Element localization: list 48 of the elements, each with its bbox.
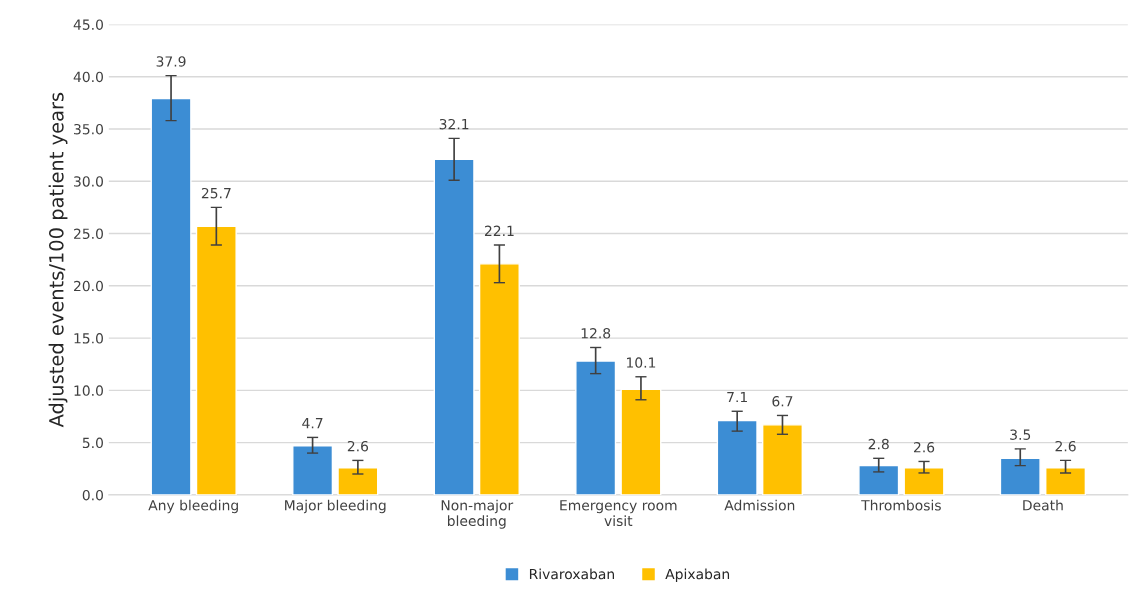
data-label: 25.7 xyxy=(201,187,231,199)
x-tick-label: Death xyxy=(1023,499,1063,511)
bar xyxy=(575,360,617,495)
x-tick-label: Major bleeding xyxy=(285,499,386,514)
data-label: 32.1 xyxy=(439,118,469,130)
bar xyxy=(620,388,662,495)
x-tick-label: Thrombosis xyxy=(861,499,941,511)
bar xyxy=(195,225,237,495)
x-tick-label: Admission xyxy=(724,499,795,511)
bar xyxy=(999,457,1041,495)
y-tick-label: 35.0 xyxy=(74,123,103,135)
data-label: 2.6 xyxy=(347,440,369,452)
bar xyxy=(433,158,475,495)
y-tick-label: 45.0 xyxy=(73,19,103,30)
data-label: 2.8 xyxy=(868,438,889,450)
data-label: 10.1 xyxy=(627,357,656,368)
bar xyxy=(150,97,192,495)
data-label: 2.6 xyxy=(1055,440,1076,452)
data-label: 4.7 xyxy=(302,418,323,429)
y-tick-label: 0.0 xyxy=(82,489,103,501)
legend-label: Apixaban xyxy=(665,568,730,583)
x-tick-label: Emergency room visit xyxy=(560,500,677,527)
legend-label: Rivaroxaban xyxy=(529,568,614,580)
data-label: 37.9 xyxy=(156,56,186,67)
y-tick-label: 15.0 xyxy=(74,333,103,344)
y-tick-label: 30.0 xyxy=(74,176,103,187)
data-label: 2.6 xyxy=(913,441,935,453)
bar xyxy=(903,467,945,495)
x-tick-label: Any bleeding xyxy=(148,499,238,514)
data-label: 7.1 xyxy=(727,391,747,403)
y-tick-label: 20.0 xyxy=(74,280,103,292)
y-tick-label: 25.0 xyxy=(74,228,103,240)
data-label: 22.1 xyxy=(484,225,514,236)
bar xyxy=(1045,467,1087,495)
bar xyxy=(292,445,334,495)
bar xyxy=(337,467,379,495)
data-label: 12.8 xyxy=(581,328,611,339)
data-label: 3.5 xyxy=(1010,429,1031,440)
y-tick-label: 10.0 xyxy=(74,385,103,396)
y-tick-label: 5.0 xyxy=(82,437,103,449)
y-tick-label: 40.0 xyxy=(73,71,103,83)
bar xyxy=(478,263,520,495)
y-axis-title: Adjusted events/100 patient years xyxy=(48,92,68,428)
x-tick-label: Non-major bleeding xyxy=(441,499,514,529)
bar xyxy=(716,419,758,495)
bar xyxy=(761,424,803,495)
data-label: 6.7 xyxy=(772,395,793,407)
bar xyxy=(858,464,900,495)
